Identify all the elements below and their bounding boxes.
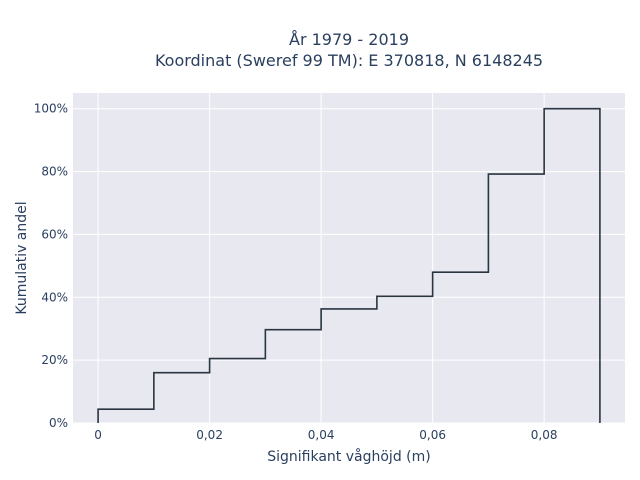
x-tick-label: 0,06 bbox=[419, 428, 446, 442]
y-tick-label: 20% bbox=[41, 353, 68, 367]
y-tick-label: 80% bbox=[41, 165, 68, 179]
x-tick-label: 0,08 bbox=[531, 428, 558, 442]
cumulative-step-line bbox=[97, 107, 601, 423]
y-tick-label: 40% bbox=[41, 290, 68, 304]
y-axis-title: Kumulativ andel bbox=[14, 201, 30, 314]
chart-title-line-1: År 1979 - 2019 bbox=[289, 30, 409, 49]
x-axis-title: Signifikant våghöjd (m) bbox=[267, 448, 430, 465]
x-tick-label: 0,04 bbox=[308, 428, 335, 442]
x-tick-label: 0,02 bbox=[196, 428, 223, 442]
y-tick-label: 60% bbox=[41, 227, 68, 241]
plot-background bbox=[73, 93, 625, 423]
chart-title-line-2: Koordinat (Sweref 99 TM): E 370818, N 61… bbox=[155, 51, 543, 70]
y-tick-label: 100% bbox=[34, 102, 68, 116]
grid bbox=[73, 93, 625, 424]
x-tick-label: 0 bbox=[94, 428, 102, 442]
y-tick-label: 0% bbox=[49, 416, 68, 430]
y-axis-ticks: 0% 20% 40% 60% 80% 100% bbox=[34, 102, 68, 430]
x-axis-ticks: 0 0,02 0,04 0,06 0,08 bbox=[94, 428, 557, 442]
